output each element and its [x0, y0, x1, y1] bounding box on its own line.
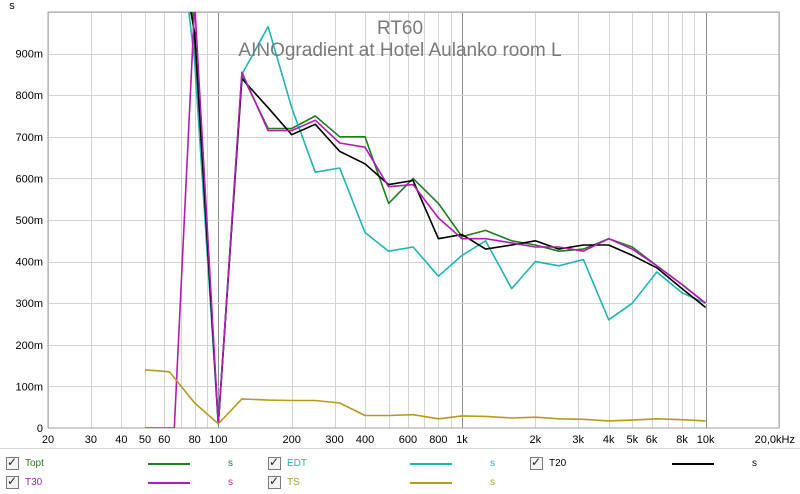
ts-checkbox[interactable]	[268, 474, 281, 489]
y-tick-label: 400m	[15, 257, 43, 269]
x-tick-label: 50	[139, 434, 151, 446]
x-tick-label: 800	[429, 434, 447, 446]
series-line-ts	[144, 369, 706, 425]
series-line-topt	[191, 12, 707, 425]
series-line-t20	[190, 12, 707, 425]
y-tick-label: 500m	[15, 215, 43, 227]
x-tick-label: 600	[399, 434, 417, 446]
legend-swatch	[410, 463, 452, 465]
x-tick-label: 60	[158, 434, 170, 446]
legend-label: EDT	[287, 458, 307, 469]
legend-swatch	[410, 482, 452, 484]
x-tick-label: 200	[282, 434, 300, 446]
x-tick-label: 80	[189, 434, 201, 446]
legend-label: Topt	[25, 458, 44, 469]
legend-unit: s	[228, 458, 233, 469]
legend-item-ts[interactable]: TS s	[268, 474, 518, 492]
x-tick-label: 1k	[456, 434, 468, 446]
legend-item-t20[interactable]: T20 s	[530, 455, 780, 473]
rt60-chart: 0 100m 200m 300m 400m 500m 600m 700m 800m 900m 20…	[9, 0, 795, 446]
x-tick-label: 4k	[603, 434, 615, 446]
x-tick-label: 20	[42, 434, 54, 446]
legend-label: TS	[287, 477, 300, 488]
legend-swatch	[148, 482, 190, 484]
legend-item-topt[interactable]: Topt s	[6, 455, 256, 473]
legend-unit: s	[228, 477, 233, 488]
y-unit-label: s	[9, 0, 15, 12]
y-tick-label: 200m	[15, 340, 43, 352]
x-tick-label: 5k	[626, 434, 638, 446]
t30-checkbox[interactable]	[6, 474, 19, 489]
y-axis-ticks: 0 100m 200m 300m 400m 500m 600m 700m 800m 900m	[15, 49, 43, 435]
y-tick-label: 0	[37, 423, 43, 435]
x-tick-label: 20,0kHz	[755, 434, 795, 446]
x-tick-label: 10k	[697, 434, 715, 446]
legend-label: T30	[25, 477, 43, 488]
x-tick-label: 6k	[646, 434, 658, 446]
y-tick-label: 100m	[15, 381, 43, 393]
legend-unit: s	[752, 458, 757, 469]
x-tick-label: 3k	[572, 434, 584, 446]
y-tick-label: 300m	[15, 298, 43, 310]
series-line-edt	[188, 12, 706, 425]
y-tick-label: 800m	[15, 90, 43, 102]
plot-frame	[47, 11, 780, 429]
y-tick-label: 600m	[15, 173, 43, 185]
x-tick-label: 300	[325, 434, 343, 446]
legend-item-edt[interactable]: EDT s	[268, 455, 518, 473]
legend-item-t30[interactable]: T30 s	[6, 474, 256, 492]
x-tick-label: 2k	[530, 434, 542, 446]
y-tick-label: 700m	[15, 132, 43, 144]
y-tick-label: 900m	[15, 49, 43, 61]
edt-checkbox[interactable]	[268, 455, 281, 470]
x-tick-label: 8k	[676, 434, 688, 446]
t20-checkbox[interactable]	[530, 455, 543, 470]
x-tick-label: 40	[115, 434, 127, 446]
topt-checkbox[interactable]	[6, 455, 19, 470]
legend-label: T20	[549, 458, 567, 469]
x-axis-ticks: 20 30 40 50 60 80 100 200 300 400 600 800 1k 2k 3k 4k 5k…	[42, 434, 795, 446]
series-line-t30	[145, 12, 707, 428]
x-tick-label: 100	[209, 434, 227, 446]
chart-subtitle: AINOgradient at Hotel Aulanko room L	[238, 40, 561, 61]
chart-title: RT60	[377, 18, 423, 39]
legend: Topt s EDT s T20 s T30 s TS s	[0, 448, 800, 494]
series-lines	[144, 12, 707, 428]
x-tick-label: 400	[356, 434, 374, 446]
x-tick-label: 30	[85, 434, 97, 446]
legend-unit: s	[490, 458, 495, 469]
legend-swatch	[148, 463, 190, 465]
legend-swatch	[672, 463, 714, 465]
legend-unit: s	[490, 477, 495, 488]
